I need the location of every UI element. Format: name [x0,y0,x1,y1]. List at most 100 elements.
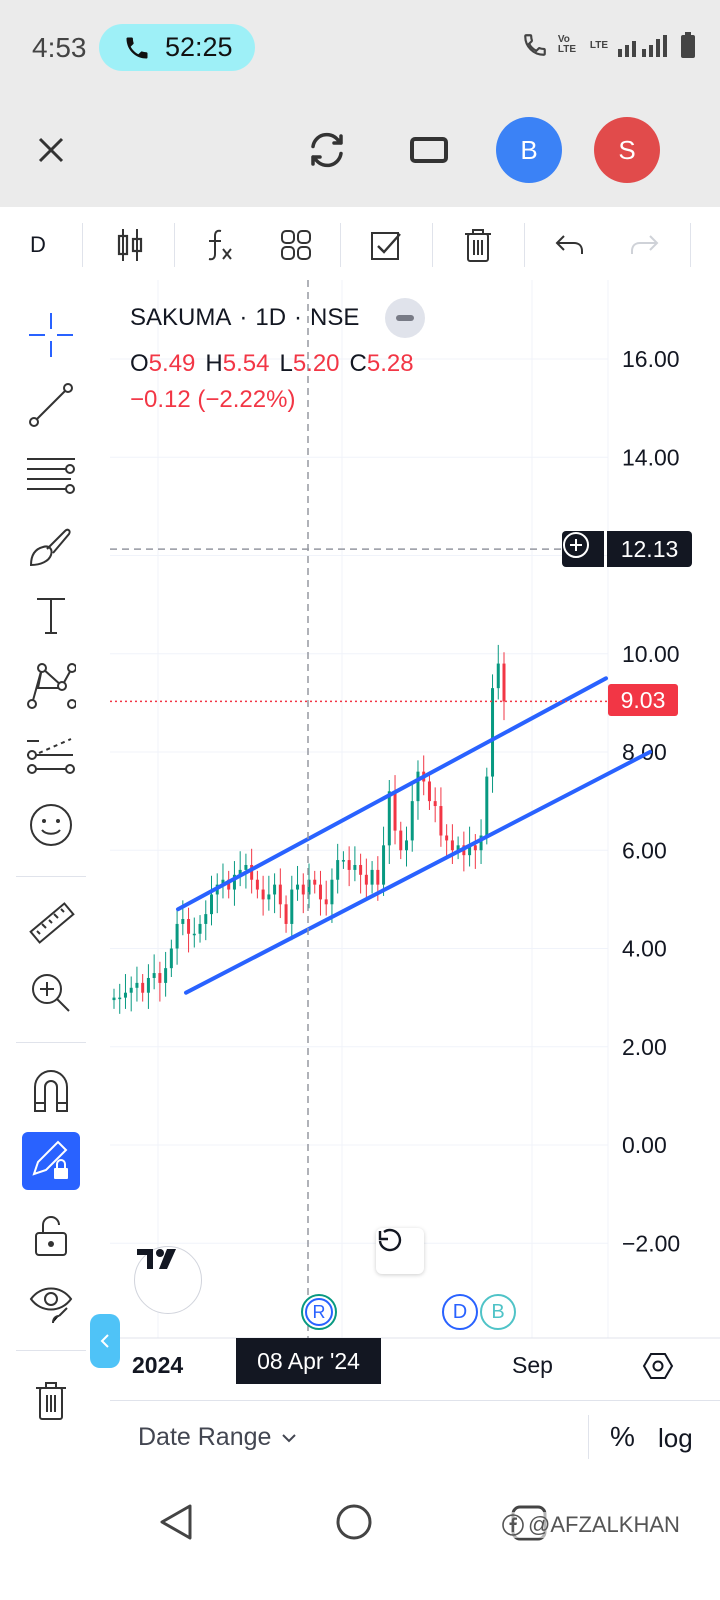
zoom-tool[interactable] [22,964,80,1022]
candles-button[interactable] [110,225,150,265]
divider [432,223,433,267]
candle-body [204,914,208,924]
candle-body [250,864,254,880]
zoom-in-icon [32,974,70,1012]
forecast-tool[interactable] [22,726,80,784]
candle-body [135,982,139,988]
drawing-toolbar [0,280,104,1440]
delete-button[interactable] [458,225,498,265]
reset-chart-button[interactable] [376,1228,424,1274]
symbol-line[interactable]: SAKUMA · 1D · NSE [130,298,426,338]
avatar-s[interactable]: S [594,117,660,183]
layout-button[interactable] [276,225,316,265]
candle-body [296,884,300,890]
candle-body [468,845,472,856]
marker-b[interactable]: B [480,1294,516,1330]
avatar-b[interactable]: B [496,117,562,183]
redo-button[interactable] [624,225,664,265]
tradingview-logo[interactable] [134,1246,202,1314]
interval-button[interactable]: D [30,232,46,257]
indicators-button[interactable] [200,225,240,265]
crosshair-and-price-lines [110,280,608,1338]
marker-r[interactable]: R [301,1294,337,1330]
close-icon[interactable] [36,135,66,165]
candle-body [456,845,460,851]
volte-icon: Vo LTE [557,34,576,55]
fib-lines-icon [27,458,75,494]
parallel-channel[interactable] [176,676,652,995]
candle-body [301,884,305,895]
candle-body [399,830,403,851]
collapse-legend-button[interactable] [385,298,426,338]
fib-tool[interactable] [22,446,80,504]
candle-body [324,899,328,905]
emoji-tool[interactable] [22,796,80,854]
redo-icon [631,235,659,254]
watchlist-check-button[interactable] [366,225,406,265]
measure-tool[interactable] [22,894,80,952]
divider [82,223,83,267]
tv-logo-icon [137,1249,176,1269]
candle-body [284,904,288,924]
divider [174,223,175,267]
candle-body [192,933,196,936]
brush-tool[interactable] [22,516,80,574]
date-range-dropdown[interactable]: Date Range [138,1423,297,1452]
candle-body [232,874,236,890]
percent-scale-button[interactable]: % [610,1421,635,1452]
crosshair-tool[interactable] [22,306,80,364]
price-tick-label: −2.00 [622,1230,680,1256]
candle-body [267,894,271,900]
high-value: 5.54 [222,350,270,377]
candle-body [198,923,202,934]
price-chart[interactable]: 16.0014.0012.0010.008.006.004.002.000.00… [110,280,720,1390]
symbol-name[interactable]: SAKUMA [130,304,232,331]
candle-body [393,791,397,831]
chart-legend: SAKUMA · 1D · NSE O5.49 H5.54 L5.20 C5.2… [130,298,426,414]
ruler-icon [29,902,75,944]
candle-body [210,894,213,915]
trend-line-tool[interactable] [22,376,80,434]
low-value: 5.20 [292,350,340,377]
pattern-tool[interactable] [22,656,80,714]
home-icon[interactable] [334,1502,374,1542]
chevron-down-icon [282,1433,297,1442]
price-tick-label: 0.00 [622,1132,667,1158]
expand-toolbar-handle[interactable] [90,1314,120,1368]
divider [16,1350,86,1351]
crosshair-date-label: 08 Apr '24 [236,1338,381,1384]
remove-drawings-tool[interactable] [22,1372,80,1430]
app-bar: B S [0,95,720,207]
ongoing-call-pill[interactable]: 52:25 [99,24,255,71]
candle-body [175,923,179,949]
candle-body [364,874,368,885]
lock-all-tool[interactable] [22,1206,80,1264]
status-icons: Vo LTE LTE [522,32,696,58]
text-tool[interactable] [22,586,80,644]
hide-drawings-tool[interactable] [22,1274,80,1332]
date-range-bar: Date Range % log [110,1400,720,1478]
time-label-sep: Sep [512,1352,553,1378]
divider [588,1415,589,1459]
crosshair-add-button[interactable] [562,531,604,567]
log-scale-button[interactable]: log [658,1423,693,1453]
magnet-tool[interactable] [22,1062,80,1120]
delete-icon [36,1382,66,1420]
refresh-icon[interactable] [306,129,348,171]
stay-in-drawing-mode-tool[interactable] [22,1132,80,1190]
marker-d[interactable]: D [442,1294,478,1330]
candle-body [255,879,259,890]
axis-settings-icon[interactable] [642,1350,674,1382]
wifi-calling-icon [524,34,546,56]
rectangle-icon[interactable] [410,137,448,163]
candle-body [353,864,357,870]
candle-body [330,879,334,905]
candle-body [445,835,449,841]
chart-canvas[interactable]: 16.0014.0012.0010.008.006.004.002.000.00… [110,280,720,1390]
candle-body [341,860,345,862]
symbol-exchange: NSE [310,304,360,331]
time-axis[interactable]: 2024 08 Apr '24 Sep [110,1338,720,1394]
back-icon[interactable] [156,1502,196,1542]
undo-button[interactable] [550,225,590,265]
